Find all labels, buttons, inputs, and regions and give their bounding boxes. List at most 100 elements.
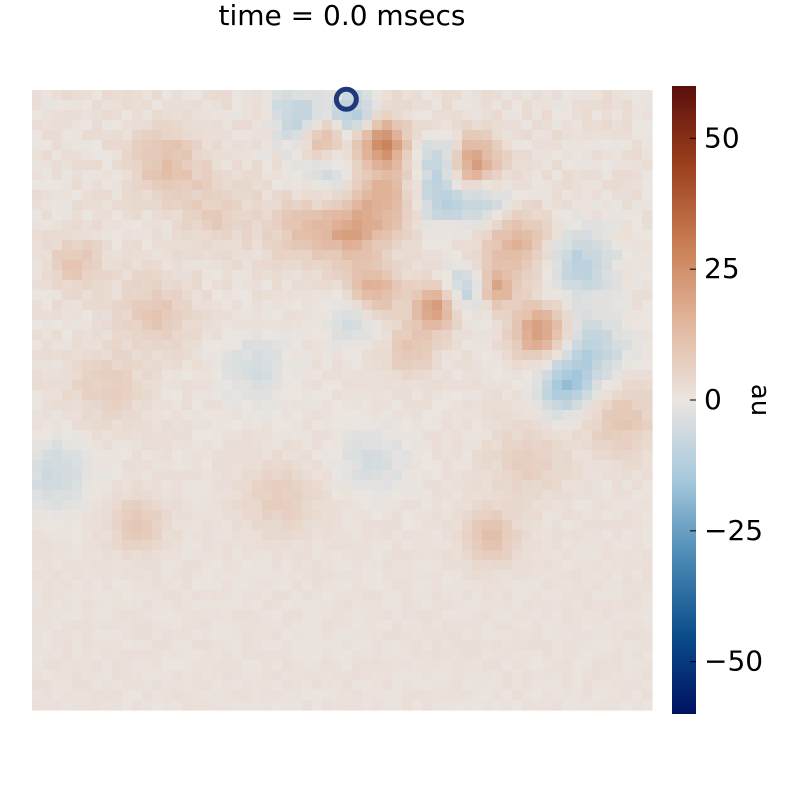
heatmap-cell — [112, 550, 123, 561]
heatmap-cell — [192, 590, 203, 601]
heatmap-cell — [202, 630, 213, 641]
heatmap-cell — [372, 180, 383, 191]
heatmap-cell — [582, 280, 593, 291]
heatmap-cell — [612, 380, 623, 391]
heatmap-cell — [422, 530, 433, 541]
heatmap-cell — [112, 460, 123, 471]
heatmap-cell — [242, 220, 253, 231]
heatmap-cell — [472, 220, 483, 231]
heatmap-cell — [472, 160, 483, 171]
heatmap-cell — [612, 690, 623, 701]
heatmap-cell — [442, 340, 453, 351]
heatmap-cell — [282, 530, 293, 541]
heatmap-cell — [532, 600, 543, 611]
heatmap-cell — [562, 260, 573, 271]
heatmap-cell — [612, 480, 623, 491]
heatmap-cell — [102, 350, 113, 361]
heatmap-cell — [212, 540, 223, 551]
heatmap-cell — [492, 190, 503, 201]
heatmap-cell — [132, 370, 143, 381]
heatmap-cell — [342, 600, 353, 611]
heatmap-cell — [542, 660, 553, 671]
heatmap-cell — [472, 300, 483, 311]
heatmap-cell — [302, 260, 313, 271]
heatmap-cell — [352, 590, 363, 601]
heatmap-cell — [332, 440, 343, 451]
heatmap-cell — [482, 700, 493, 711]
heatmap-cell — [122, 330, 133, 341]
heatmap-cell — [172, 270, 183, 281]
heatmap-cell — [582, 530, 593, 541]
heatmap-cell — [502, 90, 513, 101]
heatmap-cell — [202, 570, 213, 581]
heatmap-cell — [342, 290, 353, 301]
heatmap-cell — [252, 510, 263, 521]
heatmap-cell — [292, 520, 303, 531]
heatmap-cell — [502, 490, 513, 501]
heatmap-cell — [472, 110, 483, 121]
heatmap-cell — [642, 140, 653, 151]
heatmap-cell — [122, 240, 133, 251]
heatmap-cell — [592, 100, 603, 111]
heatmap-cell — [432, 320, 443, 331]
heatmap-cell — [92, 520, 103, 531]
heatmap-cell — [582, 650, 593, 661]
heatmap-cell — [102, 520, 113, 531]
heatmap-cell — [272, 570, 283, 581]
heatmap-cell — [352, 370, 363, 381]
heatmap-cell — [462, 90, 473, 101]
heatmap-cell — [432, 470, 443, 481]
heatmap-cell — [172, 90, 183, 101]
heatmap-cell — [642, 690, 653, 701]
heatmap-cell — [222, 360, 233, 371]
heatmap-cell — [112, 100, 123, 111]
heatmap-cell — [82, 100, 93, 111]
heatmap-cell — [562, 200, 573, 211]
heatmap-cell — [32, 470, 43, 481]
heatmap-cell — [112, 270, 123, 281]
heatmap-cell — [442, 630, 453, 641]
heatmap-cell — [62, 570, 73, 581]
colorbar-label: au — [745, 384, 775, 416]
heatmap-cell — [162, 700, 173, 711]
heatmap-cell — [502, 230, 513, 241]
heatmap-cell — [552, 240, 563, 251]
heatmap-cell — [212, 160, 223, 171]
heatmap-cell — [192, 280, 203, 291]
heatmap-cell — [222, 100, 233, 111]
heatmap-cell — [612, 650, 623, 661]
heatmap-cell — [412, 660, 423, 671]
heatmap-cell — [412, 120, 423, 131]
heatmap-cell — [312, 370, 323, 381]
heatmap-cell — [222, 640, 233, 651]
heatmap-cell — [522, 460, 533, 471]
heatmap-cell — [122, 490, 133, 501]
heatmap-cell — [32, 220, 43, 231]
heatmap-cell — [402, 610, 413, 621]
heatmap-cell — [442, 650, 453, 661]
heatmap-cell — [352, 380, 363, 391]
heatmap-cell — [322, 390, 333, 401]
heatmap-cell — [472, 90, 483, 101]
heatmap-cell — [362, 680, 373, 691]
heatmap-cell — [302, 300, 313, 311]
heatmap-cell — [252, 590, 263, 601]
heatmap-cell — [432, 620, 443, 631]
heatmap-cell — [442, 250, 453, 261]
heatmap-cell — [542, 200, 553, 211]
heatmap-cell — [162, 170, 173, 181]
heatmap-cell — [412, 570, 423, 581]
heatmap-cell — [442, 200, 453, 211]
heatmap-cell — [122, 210, 133, 221]
heatmap-cell — [562, 630, 573, 641]
heatmap-cell — [452, 670, 463, 681]
heatmap-cell — [532, 120, 543, 131]
heatmap-cell — [122, 250, 133, 261]
heatmap-cell — [222, 450, 233, 461]
heatmap-cell — [352, 600, 363, 611]
heatmap-cell — [82, 210, 93, 221]
heatmap-cell — [642, 130, 653, 141]
heatmap-cell — [522, 330, 533, 341]
heatmap-cell — [622, 640, 633, 651]
heatmap-cell — [252, 360, 263, 371]
